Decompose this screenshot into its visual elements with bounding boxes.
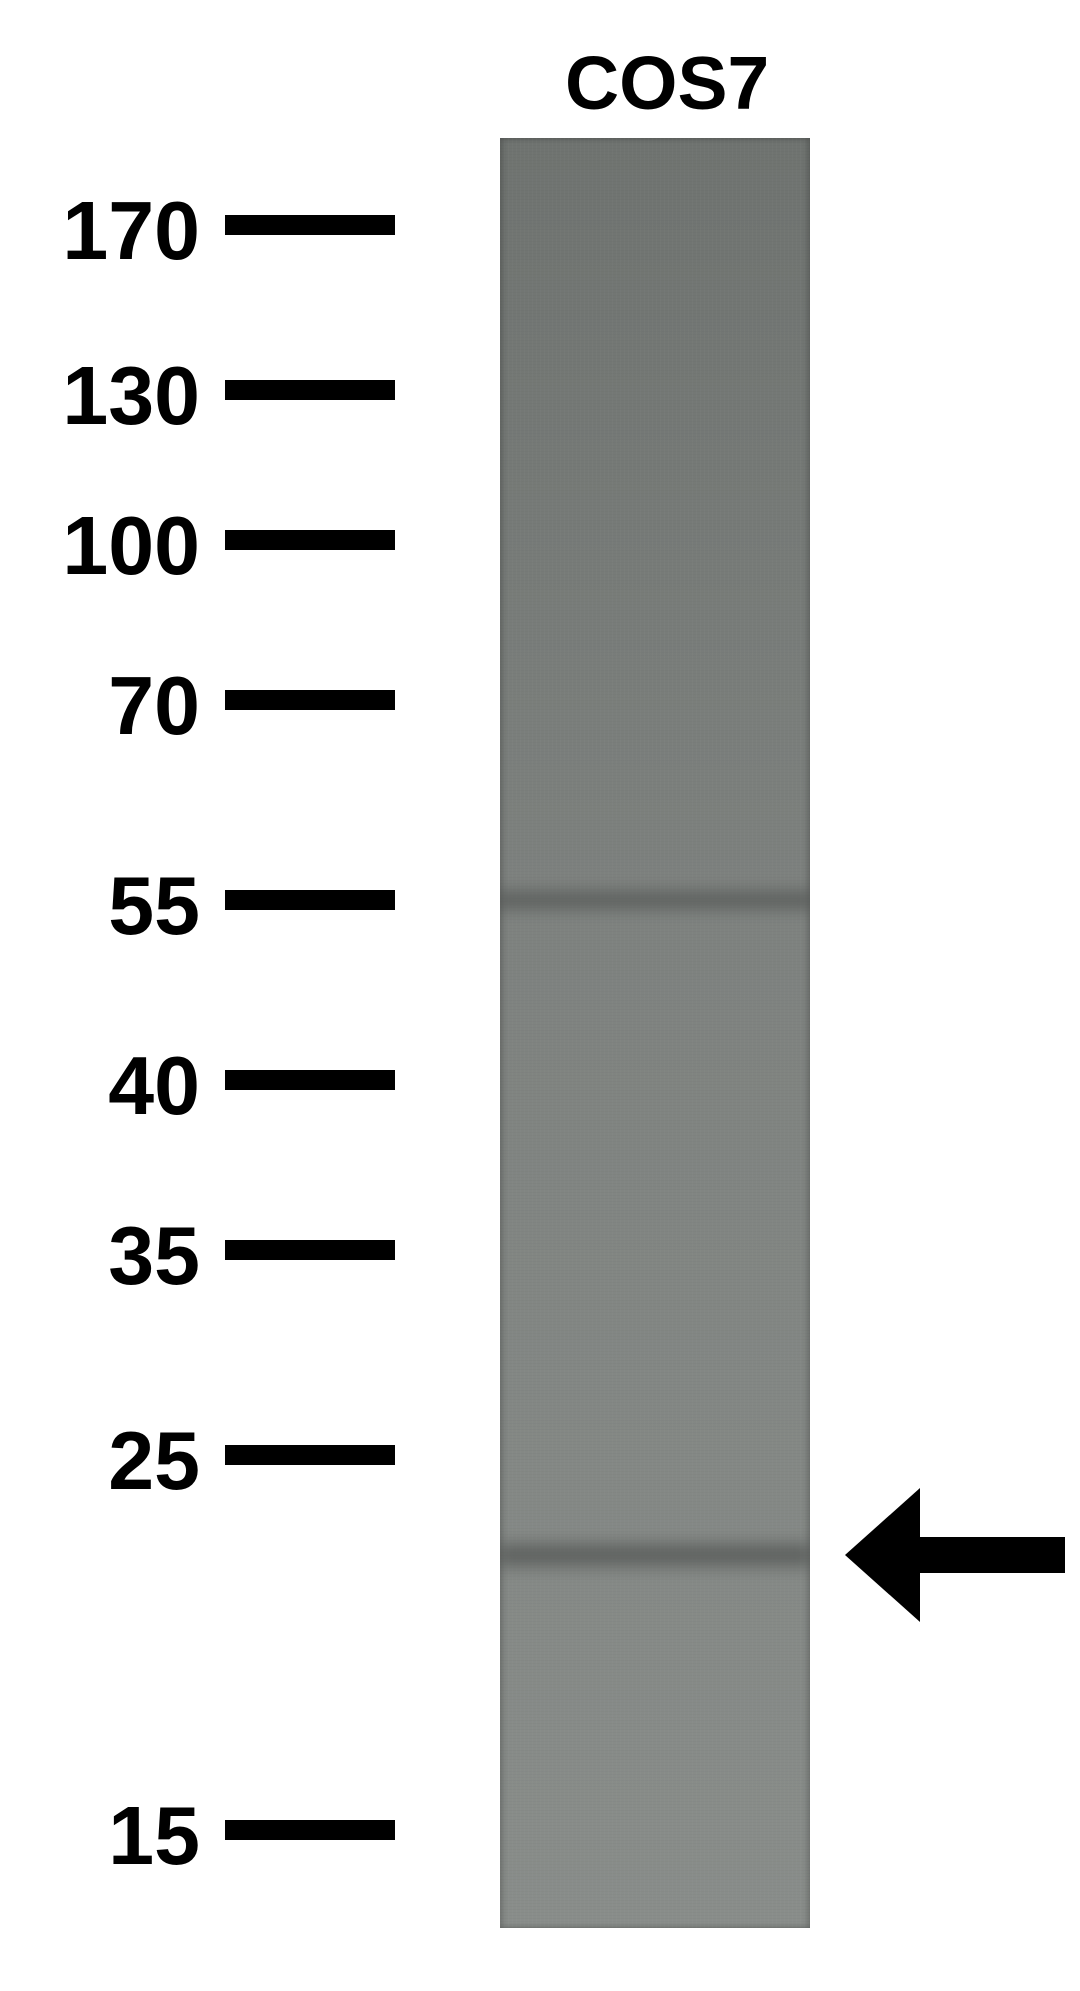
- ladder-tick-25: [225, 1445, 395, 1465]
- ladder-label-130: 130: [30, 349, 200, 444]
- blot-lane: [500, 138, 810, 1928]
- ladder-tick-40: [225, 1070, 395, 1090]
- ladder-label-35: 35: [30, 1209, 200, 1304]
- ladder-label-70: 70: [30, 659, 200, 754]
- western-blot-figure: COS7 170 130 100 70 55 40 35 25 15: [0, 0, 1080, 1991]
- ladder-tick-100: [225, 530, 395, 550]
- lane-edge-shadow: [500, 138, 810, 1928]
- arrow-head-icon: [845, 1488, 920, 1622]
- ladder-label-170: 170: [30, 184, 200, 279]
- lane-label: COS7: [565, 40, 769, 126]
- ladder-tick-15: [225, 1820, 395, 1840]
- ladder-label-15: 15: [30, 1789, 200, 1884]
- ladder-tick-55: [225, 890, 395, 910]
- ladder-tick-170: [225, 215, 395, 235]
- arrow-shaft: [920, 1537, 1065, 1573]
- target-arrow: [845, 1488, 1065, 1623]
- ladder-label-25: 25: [30, 1414, 200, 1509]
- ladder-tick-70: [225, 690, 395, 710]
- ladder-tick-35: [225, 1240, 395, 1260]
- ladder-label-55: 55: [30, 859, 200, 954]
- ladder-label-100: 100: [30, 499, 200, 594]
- ladder-tick-130: [225, 380, 395, 400]
- ladder-label-40: 40: [30, 1039, 200, 1134]
